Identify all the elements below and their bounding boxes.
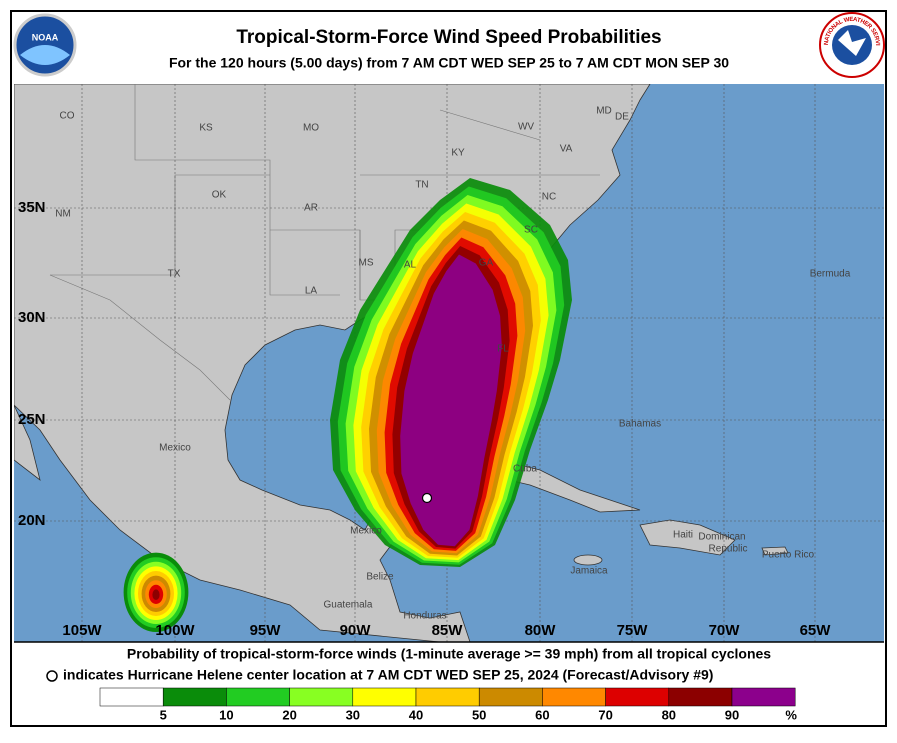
footer-line: indicates Hurricane Helene center locati…: [63, 667, 713, 683]
place-label: Republic: [709, 544, 748, 555]
place-label: GA: [479, 258, 494, 269]
place-label: NC: [542, 192, 556, 203]
noaa-logo: NOAA: [13, 13, 77, 77]
contour: [400, 254, 502, 547]
place-label: KS: [199, 123, 213, 134]
frame: [10, 10, 887, 727]
legend: 5 10 20 30 40 50 60 70 80 90%: [99, 687, 797, 722]
lon-label: 105W: [62, 622, 102, 639]
legend-tick-label: 40: [409, 707, 423, 722]
lat-label: 20N: [18, 512, 46, 529]
place-label: KY: [451, 148, 465, 159]
place-label: Mexico: [350, 526, 382, 537]
title: Tropical-Storm-Force Wind Speed Probabil…: [236, 27, 661, 48]
place-label: MS: [359, 258, 374, 269]
place-label: SC: [524, 225, 538, 236]
legend-unit: %: [785, 707, 797, 722]
legend-swatch: [226, 687, 290, 707]
place-label: LA: [305, 286, 318, 297]
place-label: Belize: [366, 572, 394, 583]
place-label: Bermuda: [810, 269, 851, 280]
place-label: NM: [55, 209, 71, 220]
probability-contours: [123, 178, 572, 632]
lon-label: 85W: [432, 622, 464, 639]
place-label: Cuba: [513, 464, 537, 475]
legend-swatch: [415, 687, 480, 707]
legend-tick-label: 10: [219, 707, 233, 722]
legend-tick-label: 60: [535, 707, 549, 722]
place-label: FL: [497, 344, 509, 355]
logo-text: NOAA: [32, 32, 59, 42]
legend-swatch: [289, 687, 354, 707]
place-labels: CO KS MO KY WV VA MD DE NM OK AR TN NC S…: [55, 106, 851, 622]
place-label: OK: [212, 190, 227, 201]
graticule: [14, 84, 884, 642]
lon-label: 65W: [800, 622, 832, 639]
legend-swatch: [478, 687, 543, 707]
legend-swatch: [99, 687, 164, 707]
place-label: MO: [303, 123, 319, 134]
legend-tick-label: 5: [160, 707, 167, 722]
place-label: Dominican: [698, 532, 745, 543]
lon-label: 70W: [709, 622, 741, 639]
lat-label: 35N: [18, 199, 46, 216]
latitude-labels: 35N 30N 25N 20N: [18, 199, 46, 529]
place-label: DE: [615, 112, 629, 123]
place-label: CO: [60, 111, 75, 122]
place-label: Bahamas: [619, 419, 661, 430]
lon-label: 100W: [155, 622, 195, 639]
legend-tick-label: 80: [662, 707, 676, 722]
place-label: Jamaica: [570, 566, 608, 577]
contour: [152, 589, 160, 600]
place-label: WV: [518, 122, 534, 133]
legend-swatch: [668, 687, 733, 707]
place-label: Honduras: [403, 611, 446, 622]
legend-tick-label: 30: [346, 707, 360, 722]
lon-label: 75W: [617, 622, 649, 639]
place-label: TN: [415, 180, 428, 191]
map: CO KS MO KY WV VA MD DE NM OK AR TN NC S…: [14, 84, 884, 642]
legend-swatch: [731, 687, 796, 707]
legend-tick-label: 20: [282, 707, 296, 722]
place-label: Guatemala: [324, 600, 373, 611]
place-label: Puerto Rico: [762, 550, 815, 561]
legend-swatch: [162, 687, 227, 707]
place-label: VA: [560, 144, 573, 155]
center-symbol: [46, 670, 58, 682]
storm-center: [421, 492, 433, 504]
subtitle: For the 120 hours (5.00 days) from 7 AM …: [169, 55, 729, 71]
lon-label: 80W: [525, 622, 557, 639]
legend-swatch: [352, 687, 417, 707]
legend-swatch: [605, 687, 670, 707]
lon-label: 90W: [340, 622, 372, 639]
place-label: Haiti: [673, 530, 693, 541]
place-label: AR: [304, 203, 318, 214]
place-label: MD: [596, 106, 612, 117]
footer-line: Probability of tropical-storm-force wind…: [127, 646, 771, 662]
legend-tick-label: 70: [598, 707, 612, 722]
place-label: Mexico: [159, 443, 191, 454]
legend-tick-label: 50: [472, 707, 486, 722]
lat-label: 30N: [18, 309, 46, 326]
place-label: AL: [404, 260, 417, 271]
longitude-labels: 105W 100W 95W 90W 85W 80W 75W 70W 65W: [62, 622, 831, 639]
place-label: TX: [168, 269, 181, 280]
lon-label: 95W: [250, 622, 282, 639]
legend-tick-label: 90: [725, 707, 739, 722]
legend-swatch: [542, 687, 606, 707]
lat-label: 25N: [18, 411, 46, 428]
